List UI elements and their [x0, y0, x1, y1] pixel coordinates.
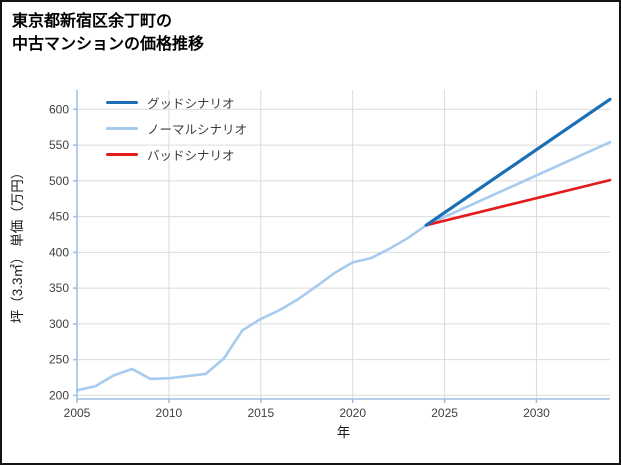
svg-text:400: 400 — [49, 245, 69, 259]
chart-legend: グッドシナリオ ノーマルシナリオ バッドシナリオ — [106, 93, 247, 163]
normal-scenario-line-swatch — [106, 126, 138, 130]
svg-text:500: 500 — [49, 174, 69, 188]
svg-text:2005: 2005 — [64, 406, 91, 420]
svg-text:2020: 2020 — [339, 406, 366, 420]
chart-title: 東京都新宿区余丁町の 中古マンションの価格推移 — [12, 10, 204, 56]
svg-text:年: 年 — [337, 425, 351, 440]
legend-item-bad-scenario: バッドシナリオ — [106, 145, 247, 163]
svg-text:600: 600 — [49, 102, 69, 116]
svg-text:200: 200 — [49, 388, 69, 402]
svg-text:550: 550 — [49, 138, 69, 152]
svg-text:2025: 2025 — [431, 406, 458, 420]
legend-item-good-scenario: グッドシナリオ — [106, 93, 247, 111]
svg-text:2015: 2015 — [247, 406, 274, 420]
price-trend-line-chart: 200 250 300 350 400 450 500 550 600 2005 2010 2015 2… — [10, 90, 612, 440]
bad-scenario-line-swatch — [106, 152, 138, 156]
svg-text:450: 450 — [49, 210, 69, 224]
chart-title-line1: 東京都新宿区余丁町の — [12, 13, 173, 30]
legend-item-normal-scenario: ノーマルシナリオ — [106, 119, 247, 137]
good-scenario-line-swatch — [106, 100, 138, 104]
svg-text:2010: 2010 — [156, 406, 183, 420]
chart-title-line2: 中古マンションの価格推移 — [12, 36, 205, 54]
svg-text:250: 250 — [49, 353, 69, 367]
svg-text:350: 350 — [49, 281, 69, 295]
legend-label: ノーマルシナリオ — [147, 122, 248, 137]
legend-label: バッドシナリオ — [147, 148, 235, 163]
svg-text:坪（3.3㎡） 単価（万円）: 坪（3.3㎡） 単価（万円） — [10, 166, 25, 324]
svg-text:2030: 2030 — [523, 406, 550, 420]
legend-label: グッドシナリオ — [147, 96, 235, 111]
svg-text:300: 300 — [49, 317, 69, 331]
